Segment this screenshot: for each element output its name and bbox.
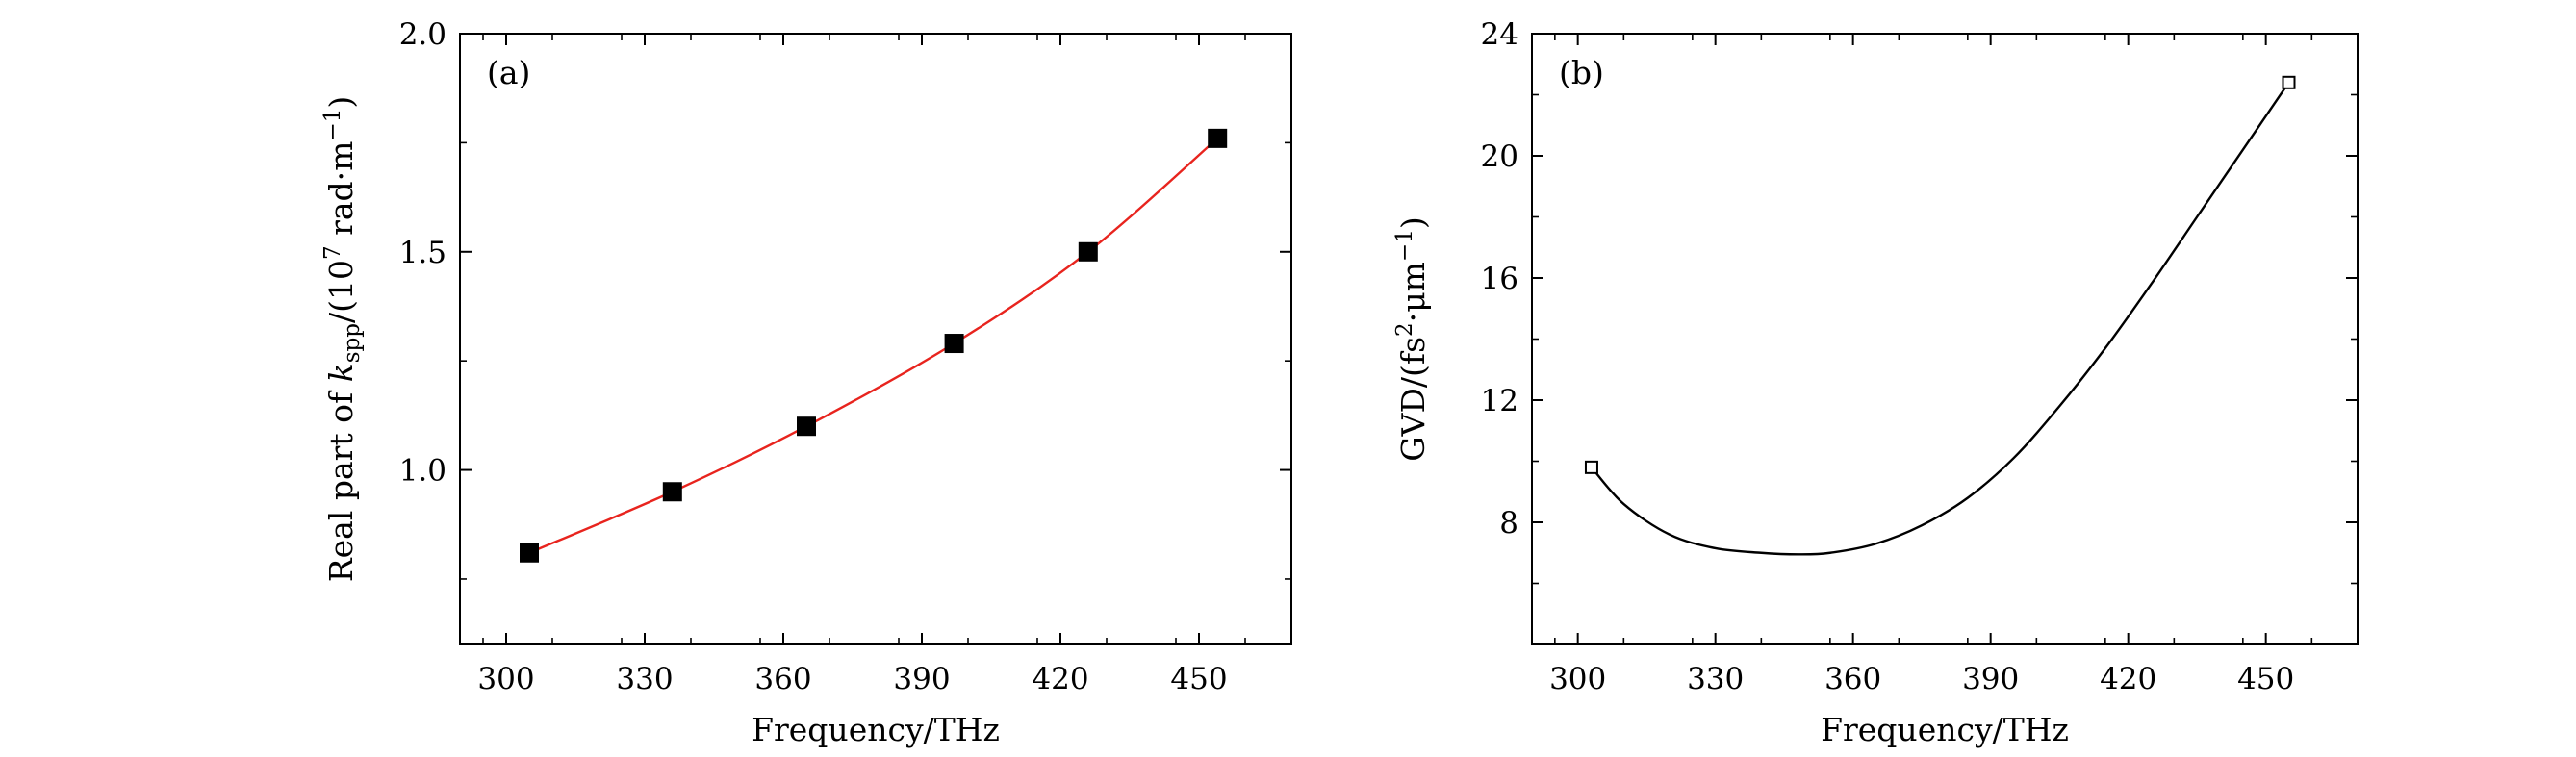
- x-tick-label-330: 330: [1687, 662, 1744, 696]
- y-label-a-mid: /(10: [322, 260, 360, 323]
- y-tick-label-2: 2.0: [399, 17, 446, 52]
- gvd-curve-b: [1591, 82, 2290, 556]
- panel-label-b: (b): [1559, 54, 1604, 91]
- y-tick-label-1.5: 1.5: [399, 236, 446, 270]
- x-tick-label-390: 390: [893, 662, 950, 696]
- y-label-b-mid: ·μm: [1394, 262, 1432, 322]
- x-tick-label-330: 330: [616, 662, 673, 696]
- plot-frame-b: [1531, 33, 2359, 645]
- y-axis-label-a: Real part of kspp/(107 rad·m−1): [320, 96, 365, 583]
- y-tick-label-16: 16: [1481, 262, 1518, 296]
- x-tick-label-420: 420: [2100, 662, 2156, 696]
- y-label-a-post: rad·m: [322, 141, 360, 246]
- panel-label-a: (a): [487, 54, 530, 91]
- y-tick-label-8: 8: [1499, 506, 1518, 541]
- data-points-a: [520, 128, 1228, 563]
- ticks-b: 300 330 360 390 420 450 8 12 16 20 24: [1481, 17, 2358, 696]
- panel-a: 300 330 360 390 420 450 1.0 1.5 2.0 (a) Frequenc…: [320, 17, 1292, 748]
- x-axis-label-a: Frequency/THz: [752, 711, 1000, 748]
- x-tick-label-450: 450: [2237, 662, 2294, 696]
- y-label-b-pre: GVD/(fs: [1394, 337, 1432, 462]
- x-tick-label-360: 360: [1824, 662, 1881, 696]
- y-label-a-pre: Real part of: [322, 382, 360, 582]
- data-points-b: [1584, 75, 2296, 474]
- x-axis-label-b: Frequency/THz: [1821, 711, 2069, 748]
- x-tick-label-360: 360: [754, 662, 811, 696]
- y-tick-label-1: 1.0: [399, 454, 446, 489]
- plot-frame-a: [459, 33, 1292, 645]
- point-a-4: [1078, 241, 1098, 262]
- x-tick-label-300: 300: [1549, 662, 1606, 696]
- panel-b: 300 330 360 390 420 450 8 12 16 20 24 (b) Frequenc…: [1392, 17, 2359, 748]
- y-axis-label-b: GVD/(fs2·μm−1): [1392, 216, 1432, 461]
- y-tick-label-20: 20: [1481, 139, 1518, 174]
- y-label-a-sup2: −1: [320, 109, 345, 141]
- y-label-b-sup2: −1: [1392, 229, 1417, 262]
- x-tick-label-300: 300: [477, 662, 534, 696]
- y-tick-label-24: 24: [1481, 17, 1518, 52]
- point-b-0: [1584, 460, 1598, 474]
- y-tick-label-12: 12: [1481, 384, 1518, 418]
- point-b-1: [2282, 75, 2296, 89]
- point-a-2: [797, 416, 816, 437]
- ticks-a: 300 330 360 390 420 450 1.0 1.5 2.0: [399, 17, 1291, 696]
- point-a-0: [520, 543, 539, 563]
- x-tick-label-390: 390: [1962, 662, 2019, 696]
- fit-line-a: [528, 137, 1218, 554]
- y-label-b-sup: 2: [1392, 322, 1417, 337]
- point-a-3: [944, 334, 964, 354]
- y-label-a-end: ): [322, 96, 360, 109]
- y-label-a-sup: 7: [320, 245, 345, 260]
- y-label-a-k: k: [322, 363, 360, 382]
- point-a-1: [662, 482, 682, 502]
- x-tick-label-420: 420: [1032, 662, 1088, 696]
- point-a-5: [1208, 128, 1228, 148]
- x-tick-label-450: 450: [1170, 662, 1227, 696]
- y-label-a-sub: spp: [340, 323, 365, 363]
- y-label-b-end: ): [1394, 216, 1432, 229]
